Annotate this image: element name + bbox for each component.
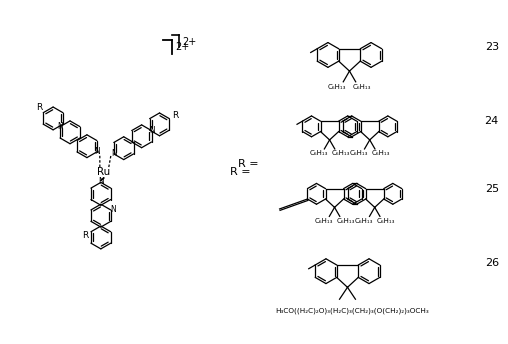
Text: 24: 24 — [485, 116, 499, 126]
Text: 25: 25 — [485, 184, 499, 194]
Text: Ru: Ru — [97, 167, 110, 177]
Text: R: R — [82, 231, 88, 240]
Text: N: N — [94, 148, 100, 157]
Text: 26: 26 — [485, 258, 499, 268]
Text: H₃CO((H₂C)₂O)₃(H₂C)₃(CH₂)₃(O(CH₂)₂)₃OCH₃: H₃CO((H₂C)₂O)₃(H₂C)₃(CH₂)₃(O(CH₂)₂)₃OCH₃ — [275, 308, 429, 314]
Text: N: N — [98, 177, 104, 186]
Text: C₆H₁₃: C₆H₁₃ — [371, 150, 390, 157]
Text: R: R — [36, 103, 42, 112]
Text: C₆H₁₃: C₆H₁₃ — [309, 150, 328, 157]
Text: R =: R = — [230, 167, 251, 177]
Text: C₆H₁₃: C₆H₁₃ — [336, 218, 355, 224]
Text: C₆H₁₃: C₆H₁₃ — [355, 218, 373, 224]
Text: R =: R = — [238, 159, 259, 169]
Text: N: N — [57, 122, 63, 131]
Text: N: N — [111, 149, 117, 158]
Text: C₆H₁₃: C₆H₁₃ — [353, 84, 371, 90]
Text: C₆H₁₃: C₆H₁₃ — [328, 84, 346, 90]
Text: N: N — [110, 205, 116, 214]
Text: C₆H₁₃: C₆H₁₃ — [314, 218, 333, 224]
Text: C₆H₁₃: C₆H₁₃ — [350, 150, 368, 157]
Text: C₆H₁₃: C₆H₁₃ — [331, 150, 350, 157]
Text: 2+: 2+ — [182, 37, 197, 47]
Text: 23: 23 — [485, 42, 499, 52]
Text: R: R — [172, 111, 178, 120]
Text: C₆H₁₃: C₆H₁₃ — [376, 218, 395, 224]
Text: N: N — [150, 126, 155, 135]
Text: 2+: 2+ — [175, 42, 189, 52]
